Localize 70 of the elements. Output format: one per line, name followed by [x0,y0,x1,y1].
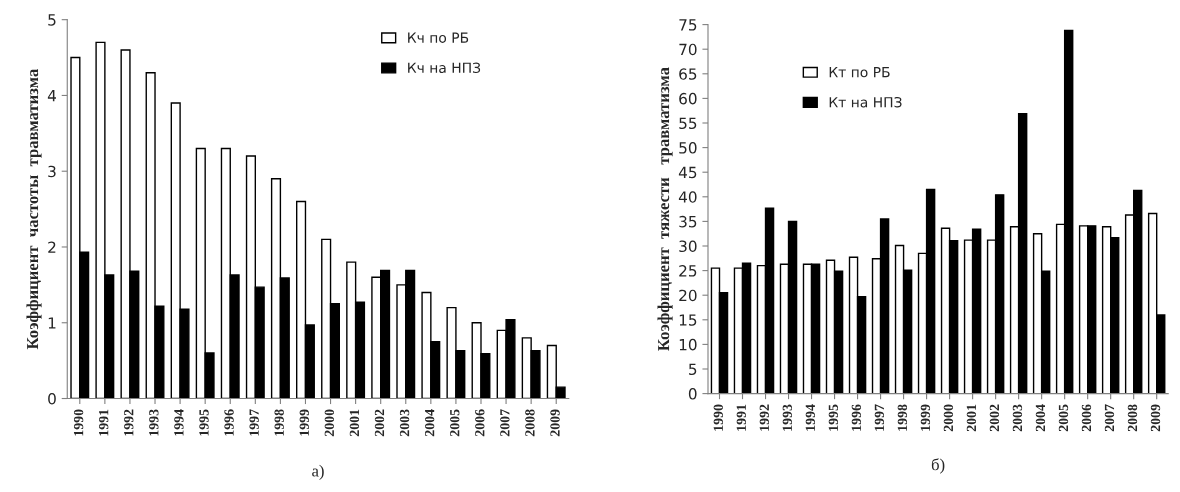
y-tick-label: 1 [48,317,56,329]
text: б) [931,458,945,474]
y-axis-title: Коэффициент тяжести травматизма [657,67,673,351]
y-tick-label: 4 [47,90,56,102]
x-tick-label: 1993 [149,409,159,436]
x-tick-label: 1995 [828,404,839,431]
legend-label: Кт по РБ [829,67,890,78]
x-tick-label: 2005 [1058,404,1069,432]
text: а) [312,464,324,480]
x-tick-label: 1997 [249,409,259,436]
x-tick-label: 2006 [1081,404,1092,432]
x-tick-label: 1999 [299,409,309,436]
x-tick-label: 1994 [805,404,816,431]
y-tick-label: 10 [679,338,697,351]
y-tick-label: 20 [679,289,697,302]
legend-label: Кч на НПЗ [408,62,481,74]
x-tick-label: 1992 [124,409,134,436]
x-tick-label: 2004 [424,409,435,437]
y-axis-title: Коэффициент частоты травматизма [26,69,42,350]
y-tick-label: 5 [48,14,56,26]
x-tick-label: 1998 [274,409,284,436]
y-tick-label: 65 [679,68,697,80]
x-tick-label: 1995 [199,409,209,436]
y-tick-label: 2 [48,241,56,253]
legend-label: Кт на НПЗ [829,96,902,108]
y-tick-label: 45 [678,166,697,179]
x-tick-label: 2006 [475,409,485,437]
x-tick-label: 1996 [224,409,234,436]
x-tick-label: 2007 [500,409,510,437]
x-tick-label: 1993 [782,404,793,431]
x-tick-label: 1999 [920,404,931,431]
y-tick-label: 30 [679,240,697,253]
x-tick-label: 2000 [324,409,335,437]
x-tick-label: 2009 [1150,404,1161,432]
x-tick-label: 2009 [550,409,560,437]
x-tick-label: 2007 [1104,404,1115,432]
y-tick-label: 15 [679,314,697,326]
y-tick-label: 75 [679,19,697,31]
x-tick-label: 2000 [943,404,954,432]
x-tick-label: 2001 [349,409,360,437]
y-tick-label: 3 [48,165,56,178]
x-tick-label: 2005 [450,409,460,437]
y-tick-label: 60 [679,92,697,105]
x-tick-label: 1991 [99,409,109,436]
y-tick-label: 40 [678,191,697,203]
x-tick-label: 2002 [989,404,1000,432]
x-tick-label: 2001 [966,404,977,432]
legend-label: Кч по РБ [408,32,469,43]
x-tick-label: 2004 [1035,404,1046,432]
x-tick-label: 1994 [174,409,184,436]
x-tick-label: 1998 [897,404,908,431]
y-tick-label: 70 [679,43,697,56]
x-tick-label: 1990 [713,404,723,431]
x-tick-label: 2008 [1127,404,1138,432]
y-tick-label: 55 [679,117,697,130]
y-tick-label: 50 [679,142,697,154]
y-tick-label: 35 [679,215,697,228]
x-tick-label: 1997 [874,404,885,431]
y-tick-label: 0 [688,388,697,400]
x-tick-label: 2002 [374,409,385,437]
y-tick-label: 5 [689,363,697,376]
x-tick-label: 1990 [73,409,84,436]
x-tick-label: 2008 [525,409,535,437]
x-tick-label: 2003 [1012,404,1023,432]
y-tick-label: 25 [679,265,697,277]
y-tick-label: 0 [48,392,56,405]
x-tick-label: 1992 [759,404,769,431]
x-tick-label: 1996 [851,404,862,431]
x-tick-label: 1991 [736,404,746,431]
x-tick-label: 2003 [399,409,410,437]
